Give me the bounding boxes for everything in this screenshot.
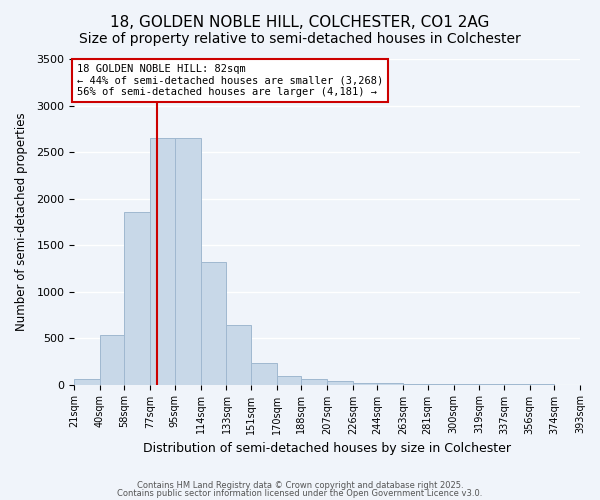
Bar (124, 212, 151, 384)
Bar (100, 336, 124, 384)
Y-axis label: Number of semi-detached properties: Number of semi-detached properties (15, 112, 28, 331)
Bar (200, 262, 226, 384)
Bar (277, 376, 301, 384)
Bar (151, 138, 175, 384)
X-axis label: Distribution of semi-detached houses by size in Colchester: Distribution of semi-detached houses by … (143, 442, 511, 455)
Bar (377, 383, 403, 384)
Bar (353, 382, 377, 384)
Text: 18, GOLDEN NOBLE HILL, COLCHESTER, CO1 2AG: 18, GOLDEN NOBLE HILL, COLCHESTER, CO1 2… (110, 15, 490, 30)
Bar (175, 138, 200, 384)
Bar (251, 362, 277, 384)
Bar (327, 381, 353, 384)
Bar (226, 325, 251, 384)
Text: Contains public sector information licensed under the Open Government Licence v3: Contains public sector information licen… (118, 488, 482, 498)
Bar (74, 378, 100, 384)
Text: Size of property relative to semi-detached houses in Colchester: Size of property relative to semi-detach… (79, 32, 521, 46)
Text: Contains HM Land Registry data © Crown copyright and database right 2025.: Contains HM Land Registry data © Crown c… (137, 481, 463, 490)
Text: 18 GOLDEN NOBLE HILL: 82sqm
← 44% of semi-detached houses are smaller (3,268)
56: 18 GOLDEN NOBLE HILL: 82sqm ← 44% of sem… (77, 64, 383, 97)
Bar (301, 380, 327, 384)
